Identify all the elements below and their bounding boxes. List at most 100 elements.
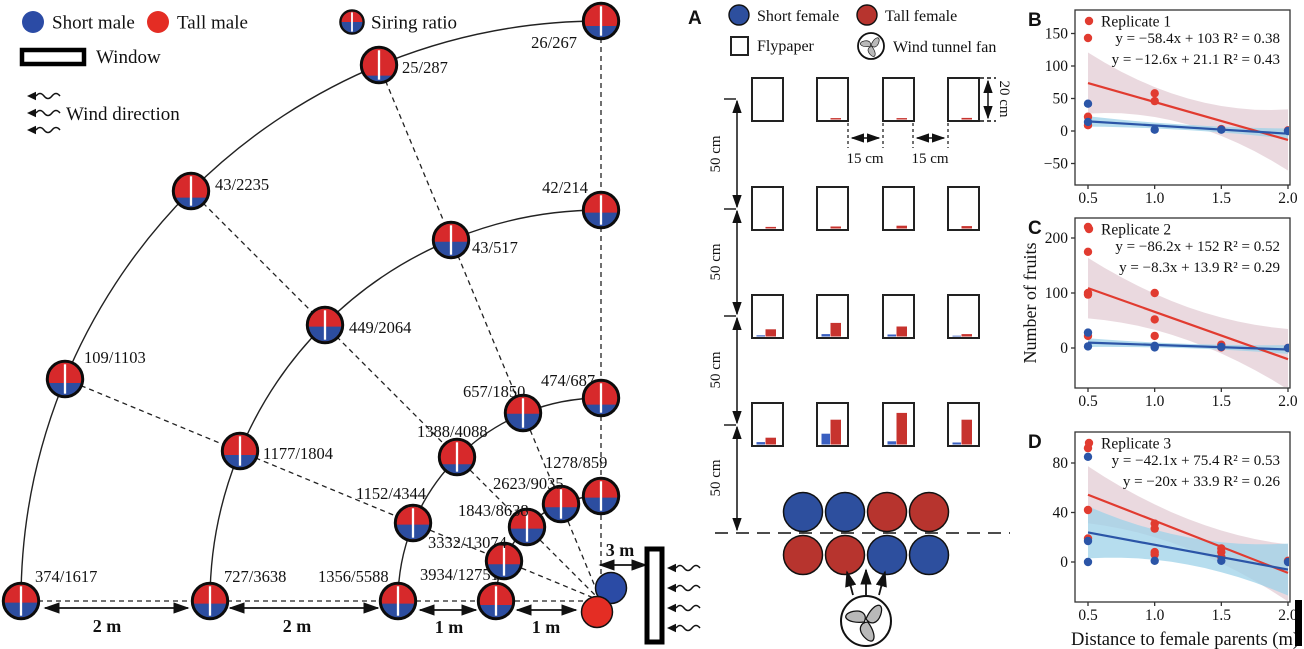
wind-arrowhead [27, 91, 36, 101]
col-gap-label: 15 cm [911, 151, 948, 167]
y-tick-label: −50 [1044, 156, 1068, 173]
short-pollen-bar [887, 334, 896, 337]
tall-pollen-bar [896, 326, 907, 337]
siring-ratio-pie [437, 437, 477, 477]
distance-label: 3 m [606, 540, 635, 560]
short-male-parent [594, 571, 628, 605]
flypaper [751, 186, 784, 231]
panel-D-plot-area [1083, 443, 1289, 601]
short-pollen-bar [952, 335, 961, 337]
ray [64, 378, 602, 602]
data-point [1150, 343, 1159, 352]
x-tick-label: 1.5 [1212, 393, 1232, 410]
ray [378, 64, 602, 602]
siring-ratio-value: 43/517 [472, 238, 518, 257]
distance-label: 2 m [93, 616, 122, 636]
panel-letter-c: C [1028, 218, 1042, 239]
tall-male-label: Tall male [177, 13, 248, 34]
red-female-parent [824, 534, 866, 576]
row-gap-label: 50 cm [708, 351, 724, 388]
siring-ratio-value: 1152/4344 [356, 484, 426, 503]
data-point [1083, 536, 1093, 546]
legend-marker [1084, 16, 1094, 26]
distance-label: 2 m [283, 616, 312, 636]
wind-tunnel-fan-icon [857, 32, 885, 60]
regression-equation: y = −86.2x + 152 R² = 0.52 [1115, 239, 1280, 255]
siring-ratio-pie [507, 507, 547, 547]
short-pollen-bar [821, 433, 830, 445]
female-parents [782, 491, 950, 576]
row-gap-label: 50 cm [708, 243, 724, 280]
tall-pollen-bar [765, 226, 776, 229]
flypaper [816, 77, 849, 122]
siring-ratio-pie [378, 581, 418, 621]
x-tick-label: 2.0 [1278, 607, 1298, 624]
x-tick-label: 0.5 [1078, 607, 1098, 624]
siring-ratio-pie [431, 220, 471, 260]
data-point [1083, 247, 1093, 256]
x-tick-label: 1.0 [1145, 607, 1165, 624]
paper-height-label: 20 cm [996, 80, 1012, 117]
flypaper [947, 294, 980, 339]
siring-ratio-pie [581, 190, 621, 230]
tall-pollen-bar [830, 226, 841, 229]
data-point [1150, 288, 1159, 298]
flypaper-label: Flypaper [757, 38, 815, 55]
tall-pollen-bar [765, 329, 776, 337]
data-point [1150, 89, 1159, 98]
regression-equation: y = −58.4x + 103 R² = 0.38 [1115, 31, 1280, 47]
data-point [1217, 342, 1226, 352]
data-point [1083, 342, 1093, 351]
red-female-parent [782, 534, 824, 576]
col-gap-label: 15 cm [846, 151, 883, 167]
fit-line [1087, 531, 1289, 571]
short-male-swatch [22, 11, 44, 33]
tall-pollen-bar [896, 118, 907, 120]
wind-tunnel-fan [840, 595, 892, 647]
fit-line [1087, 120, 1289, 135]
wind-squiggle [675, 564, 701, 572]
x-tick-label: 1.5 [1212, 190, 1232, 207]
tall-pollen-bar [896, 412, 907, 445]
flypaper-grid [751, 77, 980, 447]
siring-ratio-pie [541, 484, 581, 524]
data-point [1150, 96, 1159, 106]
data-point [1083, 33, 1093, 43]
fit-line [1087, 341, 1289, 351]
siring-ratio-pie [305, 305, 345, 345]
siring-ratio-value: 1278/859 [545, 453, 607, 472]
wind-squiggle [35, 92, 61, 100]
siring-ratio-value: 1843/8638 [458, 501, 529, 520]
short-pollen-bar [756, 442, 765, 445]
blue-female-parent [866, 534, 908, 576]
fit-line [1087, 81, 1289, 142]
x-tick-label: 2.0 [1278, 393, 1298, 410]
y-tick-label: 0 [1060, 123, 1068, 140]
tall-pollen-bar [961, 226, 972, 229]
panel-letter-a: A [688, 8, 702, 29]
data-point [1150, 524, 1159, 533]
wind-tunnel-fan-label: Wind tunnel fan [893, 39, 996, 56]
distance-label: 1 m [435, 617, 464, 637]
edge-artifact-bar [1295, 600, 1302, 646]
panel-border [1074, 217, 1291, 389]
x-tick-label: 0.5 [1078, 190, 1098, 207]
legend-label: Replicate 2 [1101, 222, 1171, 239]
siring-ratio-pie [359, 45, 399, 85]
siring-ratio-value: 474/687 [541, 371, 595, 390]
short-pollen-bar [821, 334, 830, 337]
x-axis-label: Distance to female parents (m) [1071, 630, 1299, 649]
wind-squiggle [675, 584, 701, 592]
siring-ratio-value: 449/2064 [349, 318, 411, 337]
siring-ratio-pie [171, 171, 211, 211]
wind-squiggle [675, 604, 701, 612]
siring-ratio-value: 1388/4088 [417, 422, 488, 441]
siring-ratio-pies: 374/1617 727/3638 1356/5588 3934/12751 109/1… [1, 1, 621, 621]
flypaper [947, 77, 980, 122]
wind-arrowhead [27, 108, 36, 118]
y-tick-label: 0 [1060, 340, 1068, 357]
data-point [1083, 328, 1093, 337]
siring-ratio-pie [1, 581, 41, 621]
